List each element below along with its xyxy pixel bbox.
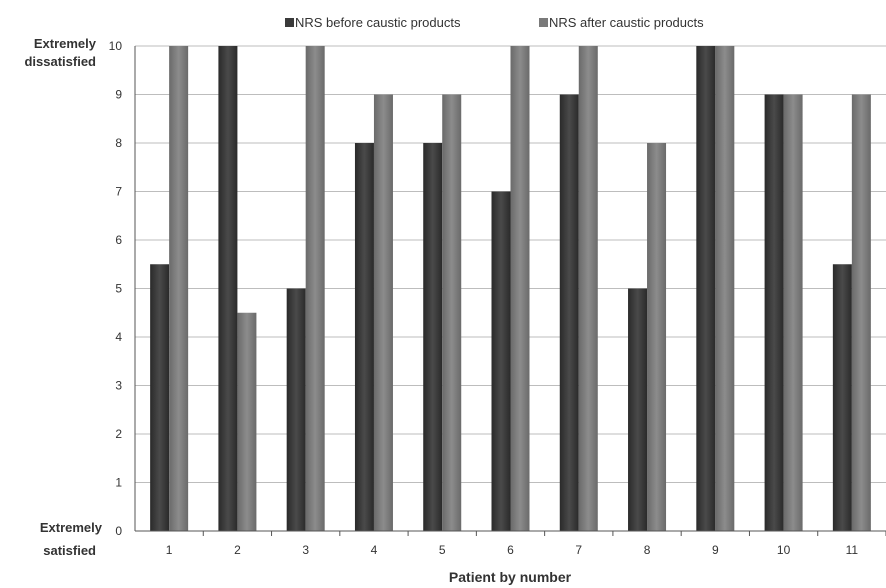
y-tick-label-3: 3 (115, 379, 122, 393)
y-tick-label-2: 2 (115, 427, 122, 441)
y-tick-label-1: 1 (115, 476, 122, 490)
x-tick-label-3: 3 (302, 543, 309, 557)
legend-swatch-before (285, 18, 294, 27)
bar-before-patient-10 (764, 94, 784, 531)
x-tick-label-6: 6 (507, 543, 514, 557)
bar-before-patient-8 (628, 288, 648, 531)
bar-before-patient-1 (150, 264, 170, 531)
legend-label-before: NRS before caustic products (295, 15, 461, 30)
x-tick-label-8: 8 (644, 543, 651, 557)
y-top-label-line2: dissatisfied (24, 54, 96, 69)
axes: 0 1 2 3 4 5 6 7 8 9 10 1 2 3 4 5 6 7 8 9 10 11 (109, 39, 886, 557)
y-bottom-label-line1: Extremely (40, 520, 103, 535)
x-tick-label-11: 11 (846, 543, 859, 557)
bar-before-patient-11 (832, 264, 852, 531)
y-tick-label-8: 8 (115, 136, 122, 150)
x-tick-label-1: 1 (166, 543, 173, 557)
bar-after-patient-1 (169, 46, 189, 531)
bar-before-patient-3 (286, 288, 306, 531)
y-tick-label-9: 9 (115, 88, 122, 102)
y-tick-label-0: 0 (115, 524, 122, 538)
y-tick-label-4: 4 (115, 330, 122, 344)
legend: NRS before caustic products NRS after ca… (285, 15, 704, 30)
x-tick-label-10: 10 (777, 543, 791, 557)
legend-label-after: NRS after caustic products (549, 15, 704, 30)
bar-before-patient-2 (218, 46, 238, 531)
bar-before-patient-7 (559, 94, 579, 531)
x-tick-label-2: 2 (234, 543, 241, 557)
x-tick-label-5: 5 (439, 543, 446, 557)
bar-after-patient-2 (237, 312, 257, 531)
y-bottom-label-line2: satisfied (43, 543, 96, 558)
bar-before-patient-4 (354, 143, 374, 531)
y-tick-label-6: 6 (115, 233, 122, 247)
bar-after-patient-11 (851, 94, 871, 531)
bar-after-patient-3 (305, 46, 325, 531)
bar-before-patient-5 (423, 143, 443, 531)
bar-after-patient-6 (510, 46, 530, 531)
bar-after-patient-10 (783, 94, 803, 531)
x-axis-title: Patient by number (449, 569, 572, 585)
y-tick-label-10: 10 (109, 39, 123, 53)
bars (150, 46, 871, 531)
bar-before-patient-9 (696, 46, 716, 531)
x-tick-label-9: 9 (712, 543, 719, 557)
bar-after-patient-4 (373, 94, 393, 531)
y-tick-label-5: 5 (115, 282, 122, 296)
bar-after-patient-9 (715, 46, 735, 531)
bar-after-patient-7 (578, 46, 598, 531)
bar-before-patient-6 (491, 191, 511, 531)
y-top-label-line1: Extremely (34, 36, 97, 51)
bar-after-patient-8 (647, 143, 667, 531)
legend-swatch-after (539, 18, 548, 27)
y-tick-label-7: 7 (115, 185, 122, 199)
x-tick-label-4: 4 (371, 543, 378, 557)
bar-after-patient-5 (442, 94, 462, 531)
x-tick-label-7: 7 (575, 543, 582, 557)
